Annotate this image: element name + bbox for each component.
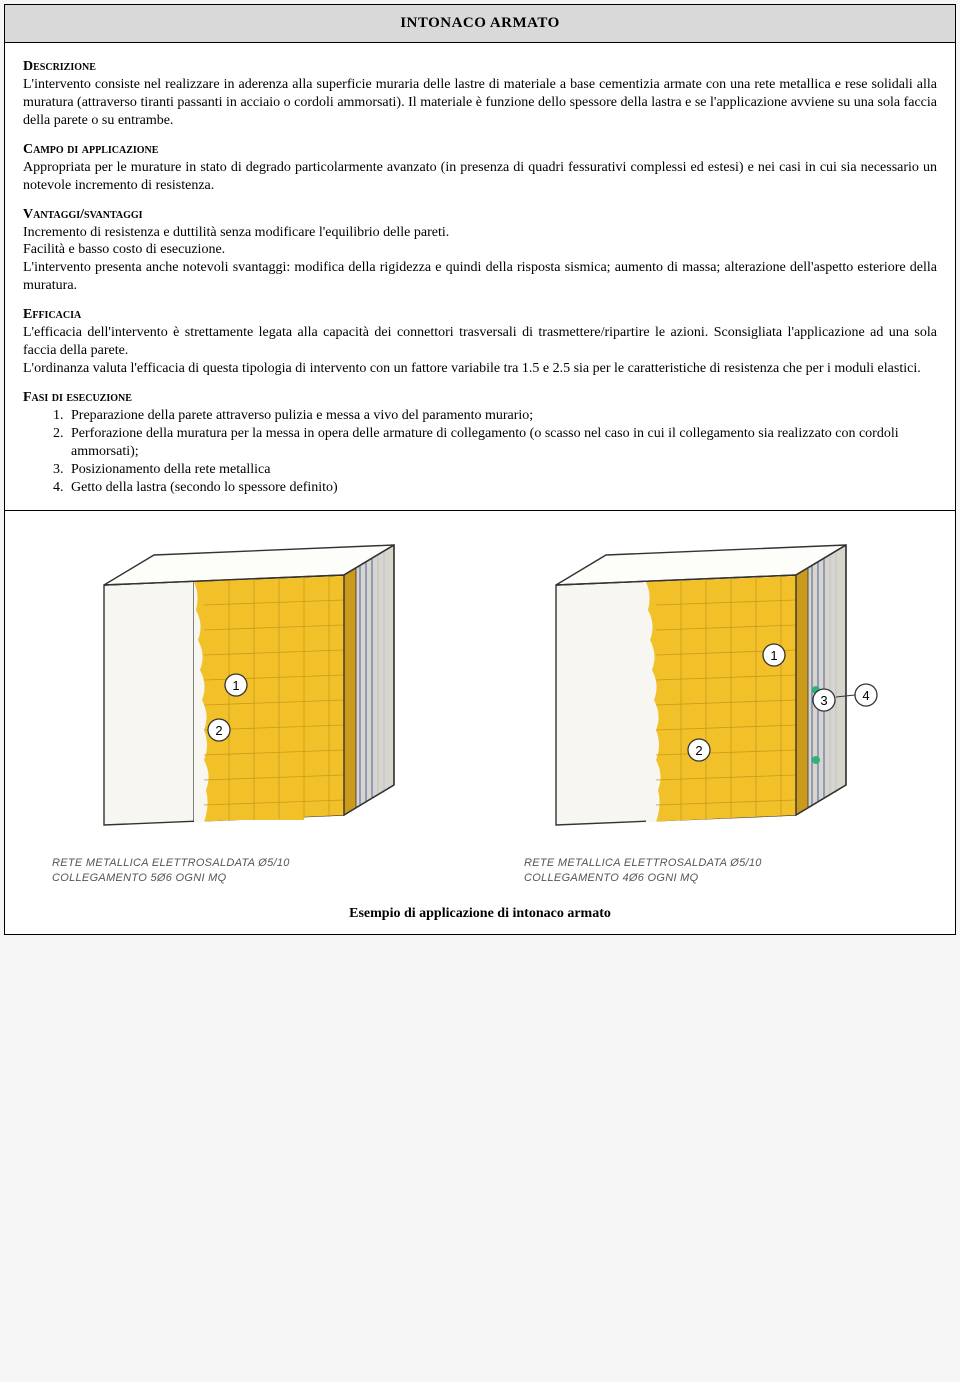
diagram-left: 1 2: [44, 535, 444, 845]
section-descrizione: Descrizione L'intervento consiste nel re…: [23, 59, 937, 130]
figure-title: Esempio di applicazione di intonaco arma…: [23, 906, 937, 922]
list-item: Preparazione della parete attraverso pul…: [67, 407, 937, 425]
svg-text:3: 3: [820, 693, 827, 708]
svg-text:2: 2: [695, 743, 702, 758]
heading-descrizione: Descrizione: [23, 59, 937, 75]
svg-text:1: 1: [770, 648, 777, 663]
text-efficacia-1: L'efficacia dell'intervento è strettamen…: [23, 324, 937, 360]
fasi-list: Preparazione della parete attraverso pul…: [61, 407, 937, 497]
caption-line: COLLEGAMENTO 5Ø6 OGNI MQ: [52, 872, 226, 884]
heading-efficacia: Efficacia: [23, 307, 937, 323]
svg-text:2: 2: [215, 723, 222, 738]
svg-text:1: 1: [232, 678, 239, 693]
section-campo: Campo di applicazione Appropriata per le…: [23, 142, 937, 195]
caption-line: COLLEGAMENTO 4Ø6 OGNI MQ: [524, 872, 698, 884]
body-content: Descrizione L'intervento consiste nel re…: [4, 43, 956, 511]
text-vantaggi-1: Incremento di resistenza e duttilità sen…: [23, 224, 937, 242]
text-efficacia-2: L'ordinanza valuta l'efficacia di questa…: [23, 360, 937, 378]
figure-left-caption: RETE METALLICA ELETTROSALDATA Ø5/10 COLL…: [44, 856, 444, 886]
figure-panel: 1 2 RETE METALLICA ELETTROSALDATA Ø5/10 …: [4, 511, 956, 935]
title-bar: INTONACO ARMATO: [4, 4, 956, 43]
text-descrizione: L'intervento consiste nel realizzare in …: [23, 76, 937, 130]
list-item: Posizionamento della rete metallica: [67, 461, 937, 479]
section-fasi: Fasi di esecuzione Preparazione della pa…: [23, 390, 937, 497]
figure-right-caption: RETE METALLICA ELETTROSALDATA Ø5/10 COLL…: [516, 856, 916, 886]
document-title: INTONACO ARMATO: [400, 15, 560, 31]
figure-row: 1 2 RETE METALLICA ELETTROSALDATA Ø5/10 …: [23, 535, 937, 886]
text-vantaggi-3: L'intervento presenta anche notevoli sva…: [23, 259, 937, 295]
heading-campo: Campo di applicazione: [23, 142, 937, 158]
document-page: INTONACO ARMATO Descrizione L'intervento…: [4, 4, 956, 935]
figure-left: 1 2 RETE METALLICA ELETTROSALDATA Ø5/10 …: [44, 535, 444, 886]
text-campo: Appropriata per le murature in stato di …: [23, 159, 937, 195]
section-efficacia: Efficacia L'efficacia dell'intervento è …: [23, 307, 937, 378]
heading-fasi: Fasi di esecuzione: [23, 390, 937, 406]
section-vantaggi: Vantaggi/svantaggi Incremento di resiste…: [23, 207, 937, 296]
svg-text:4: 4: [862, 688, 869, 703]
caption-line: RETE METALLICA ELETTROSALDATA Ø5/10: [52, 857, 290, 869]
list-item: Getto della lastra (secondo lo spessore …: [67, 479, 937, 497]
heading-vantaggi: Vantaggi/svantaggi: [23, 207, 937, 223]
figure-right: 1 2 3 4 RETE METALLICA ELETTROSALDATA Ø5…: [516, 535, 916, 886]
text-vantaggi-2: Facilità e basso costo di esecuzione.: [23, 241, 937, 259]
list-item: Perforazione della muratura per la messa…: [67, 425, 937, 461]
diagram-right: 1 2 3 4: [516, 535, 916, 845]
caption-line: RETE METALLICA ELETTROSALDATA Ø5/10: [524, 857, 762, 869]
